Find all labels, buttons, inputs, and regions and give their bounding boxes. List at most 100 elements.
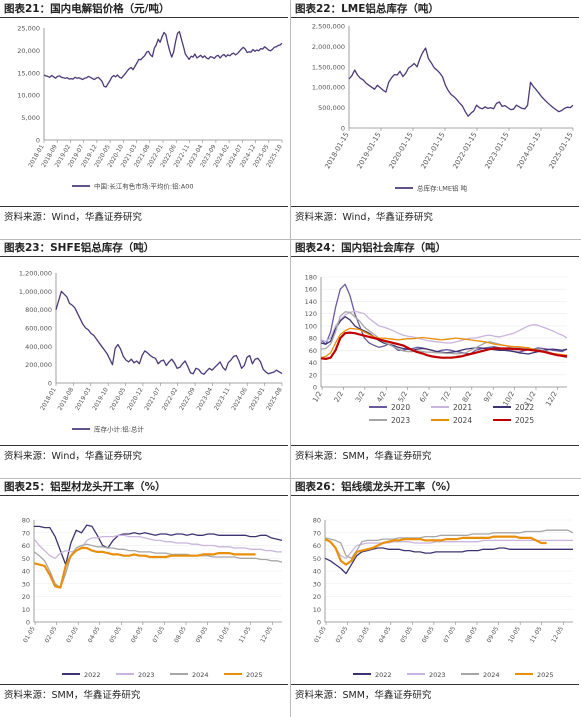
row-divider-2 xyxy=(0,478,581,479)
x-tick-label: 2021-07 xyxy=(143,386,162,411)
source-rule xyxy=(291,445,579,446)
x-tick-label: 02-05 xyxy=(335,625,350,644)
x-tick-label: 12-05 xyxy=(550,625,565,644)
x-tick-label: 06-05 xyxy=(421,625,436,644)
chart-svg: 05,00010,00015,00020,00025,0002018-01201… xyxy=(17,25,284,191)
x-tick-label: 9/2 xyxy=(482,390,495,404)
panel-aluminum-price: 图表21：国内电解铝价格（元/吨） 0 5,000 10,000 15,000 20,0… xyxy=(0,0,290,239)
y-tick-label: 60 xyxy=(313,542,321,550)
chart-svg: 0 10 20 30 40 50 60 70 80 01-05 02-05 03-05 04-05 05-… xyxy=(313,517,574,679)
y-tick-label: 40 xyxy=(22,568,30,576)
x-tick-label: 2025-08 xyxy=(265,386,284,411)
series-line-2025 xyxy=(324,535,547,566)
y-tick-label: 180 xyxy=(305,274,317,282)
series-line-2025 xyxy=(33,546,256,589)
panel-social-inventory: 图表24：国内铝社会库存（吨） 0 20 40 60 80 100 120 140 160 180… xyxy=(291,239,581,478)
x-tick-label: 2022-02 xyxy=(161,386,180,411)
chart-title: 图表23：SHFE铝总库存（吨） xyxy=(4,242,155,254)
y-tick-label: 50 xyxy=(313,555,321,563)
x-tick-label: 2020-12 xyxy=(126,386,145,411)
y-tick-label: 800,000 xyxy=(25,306,52,314)
y-tick-label: 1,000,000 xyxy=(19,288,52,296)
legend-label: 2024 xyxy=(192,671,209,679)
source-rule xyxy=(291,206,579,207)
x-tick-label: 2018-01 xyxy=(39,386,58,411)
title-rule xyxy=(291,256,579,257)
y-tick-label: 20,000 xyxy=(17,47,40,55)
legend-label: 2022 xyxy=(84,671,101,679)
chart-source: 资料来源：Wind，华鑫证券研究 xyxy=(4,451,142,462)
x-tick-label: 12/2 xyxy=(544,390,559,408)
legend-label: 总库存:LME铝 吨 xyxy=(417,184,468,193)
chart-title: 图表22：LME铝总库存（吨） xyxy=(295,3,439,15)
x-tick-label: 2020-01-15 xyxy=(387,131,414,170)
chart-svg: 0 200,000 400,000 600,000 800,000 1,000,000 1,… xyxy=(19,270,284,434)
source-rule xyxy=(291,684,579,685)
panel-shfe-inventory: 图表23：SHFE铝总库存（吨） 0 200,000 400,000 600,000 8… xyxy=(0,239,290,478)
x-tick-label: 07-05 xyxy=(151,625,166,644)
x-tick-label: 12-05 xyxy=(259,625,274,644)
legend-label: 2021 xyxy=(453,403,472,412)
y-tick-label: 600,000 xyxy=(25,325,52,333)
y-tick-label: 80 xyxy=(313,517,321,525)
x-tick-label: 11-05 xyxy=(529,625,544,644)
source-rule xyxy=(0,445,288,446)
x-tick-label: 2024-01-15 xyxy=(515,131,542,170)
x-tick-label: 08-05 xyxy=(464,625,479,644)
x-tick-label: 2023-04 xyxy=(196,386,215,411)
y-tick-label: 70 xyxy=(22,529,30,537)
x-tick-label: 2019-01-15 xyxy=(355,131,382,170)
chart-title: 图表26：铝线缆龙头开工率（%） xyxy=(295,481,457,493)
y-tick-label: 0 xyxy=(36,137,40,145)
legend-label: 2022 xyxy=(375,671,392,679)
chart-source: 资料来源：SMM，华鑫证券研究 xyxy=(295,451,432,462)
y-tick-label: 10 xyxy=(313,606,321,614)
y-tick-label: 30 xyxy=(22,580,30,588)
y-tick-label: 120 xyxy=(305,310,317,318)
x-tick-label: 2019-03 xyxy=(74,386,93,411)
panel-profile-operating-rate: 图表25：铝型材龙头开工率（%） 0 10 20 30 40 50 60 70 80 01-05 0… xyxy=(0,478,290,717)
y-tick-label: 1,000,000 xyxy=(312,84,345,92)
x-tick-label: 11-05 xyxy=(238,625,253,644)
chart-title: 图表25：铝型材龙头开工率（%） xyxy=(4,481,166,493)
y-tick-label: 15,000 xyxy=(17,69,40,77)
y-tick-label: 10 xyxy=(22,606,30,614)
y-tick-label: 20 xyxy=(22,593,30,601)
x-tick-label: 03-05 xyxy=(65,625,80,644)
x-tick-label: 05-05 xyxy=(399,625,414,644)
series-line-2021 xyxy=(320,310,568,344)
y-tick-label: 20 xyxy=(313,593,321,601)
legend-label: 库存小计:铝:总计 xyxy=(94,425,144,434)
y-tick-label: 0 xyxy=(317,619,321,627)
x-tick-label: 2022-01-15 xyxy=(451,131,478,170)
legend-label: 2025 xyxy=(246,671,263,679)
y-tick-label: 80 xyxy=(22,517,30,525)
y-tick-label: 100 xyxy=(305,322,317,330)
y-tick-label: 140 xyxy=(305,298,317,306)
x-tick-label: 5/2 xyxy=(397,390,410,404)
chart-source: 资料来源：SMM，华鑫证券研究 xyxy=(4,690,141,701)
x-tick-label: 07-05 xyxy=(442,625,457,644)
x-tick-label: 2023-01-15 xyxy=(483,131,510,170)
column-divider xyxy=(290,0,291,717)
x-tick-label: 4/2 xyxy=(375,390,388,404)
series-line-2024 xyxy=(324,529,574,559)
y-tick-label: 40 xyxy=(313,568,321,576)
title-rule xyxy=(291,495,579,496)
y-tick-label: 0 xyxy=(26,619,30,627)
legend-label: 2023 xyxy=(391,416,410,425)
y-tick-label: 200,000 xyxy=(25,361,52,369)
chart-source: 资料来源：Wind，华鑫证券研究 xyxy=(295,212,433,223)
title-rule xyxy=(0,17,288,18)
series-line-2022 xyxy=(324,547,573,575)
x-tick-label: 2020-05 xyxy=(109,386,128,411)
y-tick-label: 50 xyxy=(22,555,30,563)
x-tick-label: 2025-01-15 xyxy=(547,131,574,170)
x-tick-label: 03-05 xyxy=(356,625,371,644)
y-tick-label: 2,000,000 xyxy=(312,43,345,51)
x-tick-label: 2021-01-15 xyxy=(419,131,446,170)
chart-source: 资料来源：SMM，华鑫证券研究 xyxy=(295,690,432,701)
y-tick-label: 30 xyxy=(313,580,321,588)
legend-label: 中国:长江有色市场:平均价:铝:A00 xyxy=(94,182,193,191)
title-rule xyxy=(0,495,288,496)
